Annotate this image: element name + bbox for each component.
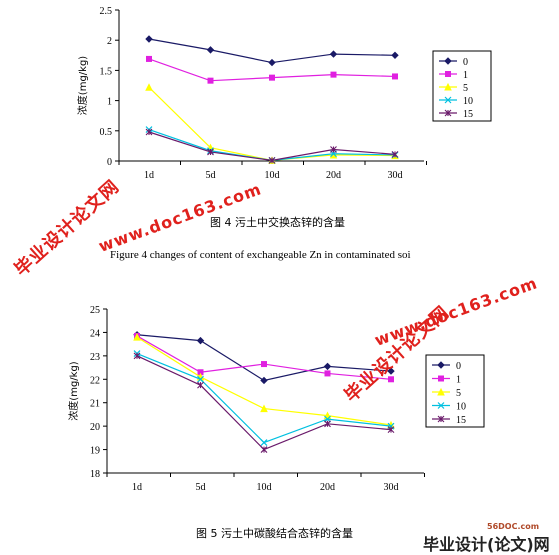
series-line-15 bbox=[148, 131, 396, 162]
data-point-1 bbox=[269, 74, 275, 81]
y-tick-label: 1 bbox=[107, 97, 112, 108]
data-point-0 bbox=[206, 46, 215, 54]
data-point-0 bbox=[329, 50, 338, 58]
legend-marker-10 bbox=[444, 96, 452, 104]
data-point-15 bbox=[330, 146, 337, 153]
legend-marker-15 bbox=[444, 109, 452, 117]
legend-box bbox=[425, 354, 485, 428]
data-point-1 bbox=[261, 361, 267, 368]
data-point-15 bbox=[268, 157, 276, 164]
series-line-5 bbox=[148, 86, 396, 162]
legend-marker-5 bbox=[444, 82, 452, 91]
data-point-0 bbox=[387, 367, 395, 375]
y-tick-label: 18 bbox=[90, 469, 100, 480]
y-axis-label: 浓度(mg/kg) bbox=[67, 361, 80, 420]
y-tick-label: 2 bbox=[107, 36, 112, 47]
legend-label: 10 bbox=[463, 96, 473, 107]
legend-marker-15 bbox=[437, 415, 445, 423]
legend-marker-0 bbox=[444, 57, 452, 65]
x-tick-label: 30d bbox=[384, 482, 399, 493]
data-point-10 bbox=[197, 375, 204, 383]
legend-label: 5 bbox=[463, 83, 468, 94]
figure-5-caption: 图 5 污土中碳酸结合态锌的含量 bbox=[196, 527, 353, 540]
data-point-15 bbox=[145, 128, 153, 136]
x-tick-label: 5d bbox=[206, 170, 216, 181]
x-tick-label: 20d bbox=[320, 482, 335, 493]
legend-marker-10 bbox=[437, 402, 445, 409]
figure-4-caption: 图 4 污土中交换态锌的含量 bbox=[210, 216, 345, 229]
data-point-15 bbox=[133, 352, 141, 360]
legend-label: 0 bbox=[463, 57, 468, 68]
legend-label: 15 bbox=[463, 109, 473, 120]
y-tick-label: 20 bbox=[90, 422, 100, 433]
data-point-1 bbox=[392, 73, 398, 80]
y-axis-label: 浓度(mg/kg) bbox=[76, 56, 89, 115]
figure-4-english-caption: Figure 4 changes of content of exchangea… bbox=[110, 249, 411, 261]
legend-label: 15 bbox=[456, 415, 466, 426]
data-point-0 bbox=[260, 376, 268, 385]
data-point-0 bbox=[268, 58, 276, 67]
data-point-1 bbox=[330, 71, 337, 78]
data-point-5 bbox=[145, 83, 153, 91]
data-point-0 bbox=[323, 362, 332, 371]
data-point-0 bbox=[391, 51, 399, 60]
legend-marker-5 bbox=[437, 387, 445, 396]
y-tick-label: 0.5 bbox=[100, 127, 113, 138]
y-tick-label: 23 bbox=[90, 352, 100, 363]
data-point-15 bbox=[387, 426, 395, 434]
watermark-footer-brand: 毕业设计(论文)网 bbox=[423, 535, 550, 554]
legend-box bbox=[432, 50, 492, 122]
x-tick-label: 1d bbox=[132, 482, 142, 493]
legend-label: 1 bbox=[456, 375, 461, 386]
y-tick-label: 25 bbox=[90, 305, 100, 316]
data-point-15 bbox=[324, 420, 331, 428]
data-point-15 bbox=[207, 148, 214, 156]
legend-label: 0 bbox=[456, 361, 461, 372]
legend-label: 5 bbox=[456, 388, 461, 399]
legend-marker-1 bbox=[438, 375, 444, 382]
legend-marker-0 bbox=[437, 361, 445, 369]
data-point-0 bbox=[145, 35, 153, 43]
data-point-1 bbox=[146, 55, 152, 62]
data-point-1 bbox=[207, 77, 214, 84]
x-tick-label: 30d bbox=[388, 170, 403, 181]
data-point-1 bbox=[324, 370, 331, 377]
watermark-footer-site: 56DOC.com bbox=[487, 522, 540, 531]
chart-carbonate-zn: 18 19 20 21 22 23 24 25 1d 5d 10d 20d 30d 浓度(mg/kg) 0 1… bbox=[67, 305, 485, 493]
y-tick-label: 19 bbox=[90, 446, 100, 457]
x-tick-label: 10d bbox=[257, 482, 272, 493]
x-tick-label: 5d bbox=[196, 482, 206, 493]
y-tick-label: 2.5 bbox=[100, 6, 113, 17]
y-tick-label: 24 bbox=[90, 328, 100, 339]
y-tick-label: 21 bbox=[90, 399, 100, 410]
y-tick-label: 1.5 bbox=[100, 66, 113, 77]
legend-label: 10 bbox=[456, 402, 466, 413]
x-tick-label: 1d bbox=[144, 170, 154, 181]
data-point-5 bbox=[260, 404, 268, 413]
x-tick-label: 20d bbox=[326, 170, 341, 181]
data-point-1 bbox=[388, 376, 394, 383]
y-tick-label: 0 bbox=[107, 157, 112, 168]
data-point-15 bbox=[260, 446, 268, 453]
x-tick-label: 10d bbox=[265, 170, 280, 181]
data-point-0 bbox=[196, 336, 205, 345]
y-tick-label: 22 bbox=[90, 375, 100, 386]
data-point-15 bbox=[197, 381, 204, 389]
data-point-10 bbox=[260, 439, 268, 446]
data-point-5 bbox=[133, 332, 141, 341]
legend-label: 1 bbox=[463, 70, 468, 81]
data-point-15 bbox=[391, 150, 399, 158]
legend-marker-1 bbox=[445, 71, 451, 77]
